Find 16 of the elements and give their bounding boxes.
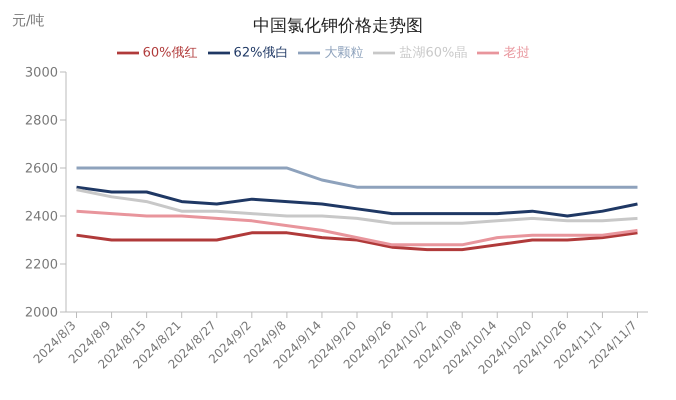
legend-label: 老挝 — [503, 46, 530, 61]
y-tick-label: 2400 — [24, 210, 58, 225]
legend-label: 62%俄白 — [234, 46, 288, 61]
legend-label: 大颗粒 — [324, 46, 364, 61]
line-series — [75, 231, 639, 252]
y-tick-label: 2000 — [24, 306, 58, 321]
legend-label: 60%俄红 — [142, 46, 198, 61]
chart-title: 中国氯化钾价格走势图 — [253, 16, 423, 36]
y-tick-label: 2600 — [24, 162, 58, 177]
y-tick-label: 3000 — [24, 66, 58, 81]
line-series — [75, 186, 639, 218]
y-tick-label: 2200 — [24, 258, 58, 273]
line-series — [75, 188, 639, 225]
y-axis-title: 元/吨 — [12, 12, 45, 30]
y-tick-label: 2800 — [24, 114, 58, 129]
line-series — [75, 210, 639, 246]
